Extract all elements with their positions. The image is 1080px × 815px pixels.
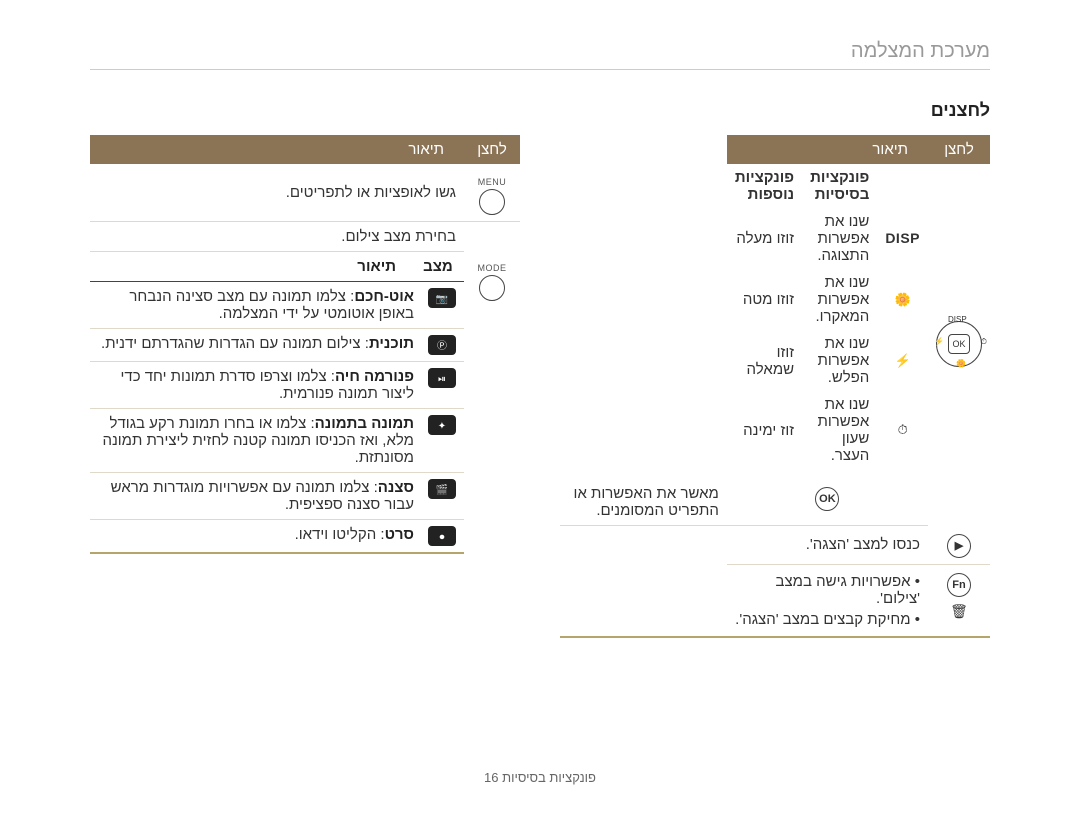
- disp-icon: DISP: [885, 230, 920, 246]
- mode-label: MODE: [478, 263, 507, 273]
- extra-desc: זוז ימינה: [727, 391, 802, 469]
- timer-icon: ⏱: [892, 419, 914, 441]
- page-footer: פונקציות בסיסיות 16: [0, 770, 1080, 785]
- menu-icon: [479, 189, 505, 215]
- th-button: לחצן: [464, 135, 520, 164]
- th-extra: פונקציות נוספות: [727, 164, 802, 208]
- dpad-cell: DISP 🌼 ⚡ ⏱: [928, 164, 990, 526]
- fn-icon: Fn: [947, 573, 971, 597]
- section-title: לחצנים: [90, 100, 990, 121]
- fn-bullet: אפשרויות גישה במצב 'צילום'.: [735, 571, 920, 609]
- mode-type-icon: 🎬: [428, 479, 456, 499]
- th-button-l: לחצן: [928, 135, 990, 164]
- fn-bullet: מחיקת קבצים במצב 'הצגה'.: [735, 609, 920, 630]
- basic-desc: שנו את אפשרות המאקרו.: [802, 269, 877, 330]
- buttons-table: לחצן תיאור MENU גשו לאופציות או לתפריטים…: [90, 135, 520, 554]
- functions-table: לחצן תיאור DISP 🌼 ⚡ ⏱: [560, 135, 990, 638]
- mode-row: 📷אוט-חכם: צלמו תמונה עם מצב סצינה הנבחר …: [90, 282, 464, 329]
- flash-icon: ⚡: [892, 350, 914, 372]
- mode-type-icon: 📷: [428, 288, 456, 308]
- mode-row: 🎬סצנה: צלמו תמונה עם אפשרויות מוגדרות מר…: [90, 473, 464, 520]
- extra-desc: זוזו מעלה: [727, 208, 802, 269]
- play-icon: ▶: [947, 534, 971, 558]
- basic-desc: שנו את אפשרות שעון העצר.: [802, 391, 877, 469]
- play-btn-cell: ▶: [928, 526, 990, 565]
- macro-icon: 🌼: [892, 289, 914, 311]
- menu-button-cell: MENU: [464, 164, 520, 222]
- th-description-l: תיאור: [727, 135, 928, 164]
- mode-type-icon: ✦: [428, 415, 456, 435]
- mode-icon: [479, 275, 505, 301]
- ok-btn-cell: OK: [727, 479, 928, 526]
- trash-icon: 🗑: [950, 603, 968, 619]
- menu-label: MENU: [478, 177, 507, 187]
- basic-functions-table: פונקציות בסיסיות פונקציות נוספות DISP שנו…: [727, 164, 928, 469]
- right-column: לחצן תיאור MENU גשו לאופציות או לתפריטים…: [90, 135, 520, 638]
- mode-row: ✦תמונה בתמונה: צלמו או בחרו תמונת רקע בג…: [90, 409, 464, 473]
- mode-type-icon: ⏯: [428, 368, 456, 388]
- mode-type-icon: ⏺: [428, 526, 456, 546]
- menu-description: גשו לאופציות או לתפריטים.: [90, 164, 464, 222]
- ok-icon: OK: [815, 487, 839, 511]
- basic-desc: שנו את אפשרות התצוגה.: [802, 208, 877, 269]
- mode-subheader: מצב תיאור: [90, 252, 464, 282]
- left-column: לחצן תיאור DISP 🌼 ⚡ ⏱: [560, 135, 990, 638]
- mode-row: ⏺סרט: הקליטו וידאו.: [90, 520, 464, 554]
- mode-type-icon: Ⓟ: [428, 335, 456, 355]
- dpad-icon: DISP 🌼 ⚡ ⏱: [936, 321, 982, 367]
- mode-button-cell: MODE: [464, 222, 520, 554]
- fn-btn-cell: Fn 🗑: [928, 564, 990, 637]
- ok-desc: מאשר את האפשרות או התפריט המסומנים.: [560, 479, 727, 526]
- play-desc: כנסו למצב 'הצגה'.: [727, 526, 928, 565]
- basic-desc: שנו את אפשרות הפלש.: [802, 330, 877, 391]
- th-description: תיאור: [90, 135, 464, 164]
- page-title: מערכת המצלמה: [90, 40, 990, 70]
- fn-desc: אפשרויות גישה במצב 'צילום'. מחיקת קבצים …: [727, 564, 928, 637]
- mode-description: בחירת מצב צילום.: [90, 222, 464, 252]
- extra-desc: זוזו מטה: [727, 269, 802, 330]
- th-basic: פונקציות בסיסיות: [802, 164, 877, 208]
- mode-row: Ⓟתוכנית: צילום תמונה עם הגדרות שהגדרתם י…: [90, 329, 464, 362]
- mode-row: ⏯פנורמה חיה: צלמו וצרפו סדרת תמונות יחד …: [90, 362, 464, 409]
- extra-desc: זוזו שמאלה: [727, 330, 802, 391]
